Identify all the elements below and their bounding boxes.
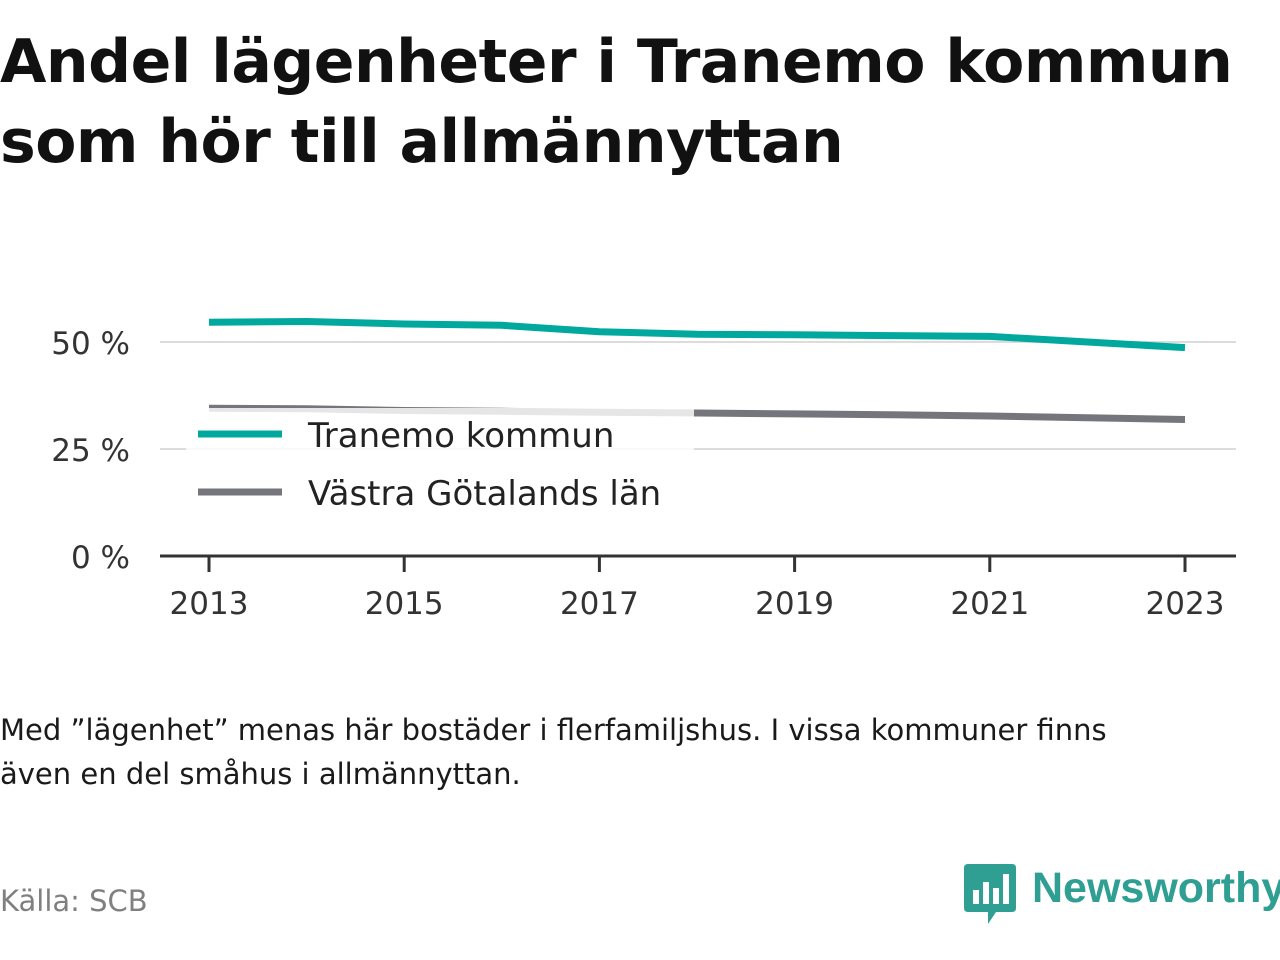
title-line-1: Andel lägenheter i Tranemo kommun [0,27,1233,97]
footnote-line-1: Med ”lägenhet” menas här bostäder i fler… [0,713,1107,747]
y-tick-label: 50 % [51,326,130,362]
legend-label-vastra-gotaland: Västra Götalands län [308,474,661,514]
y-tick-label: 25 % [51,433,130,469]
newsworthy-logo-icon [964,864,1016,924]
chart-title: Andel lägenheter i Tranemo kommun som hö… [0,22,1280,182]
x-tick-label: 2019 [755,586,834,622]
y-axis-ticks: 0 % 25 % 50 % [51,326,130,576]
x-tick-label: 2017 [560,586,639,622]
series-lines [208,318,1186,423]
x-tick-label: 2013 [170,586,249,622]
x-axis-ticks: 2013 2015 2017 2019 2021 2023 [170,556,1225,622]
x-tick-label: 2023 [1146,586,1225,622]
footnote: Med ”lägenhet” menas här bostäder i fler… [0,708,1270,796]
legend-label-tranemo: Tranemo kommun [307,416,614,456]
legend-background [186,408,694,450]
newsworthy-logo: Newsworthy [964,862,1280,932]
line-chart: 0 % 25 % 50 % 2013 2015 2017 2019 2021 2023 Tra… [51,318,1236,622]
x-tick-label: 2021 [950,586,1029,622]
series-line [208,318,1186,352]
newsworthy-logo-text: Newsworthy [1032,864,1280,912]
source-label: Källa: SCB [0,884,148,918]
footnote-line-2: även en del småhus i allmännyttan. [0,757,521,791]
title-line-2: som hör till allmännyttan [0,107,844,177]
legend: Tranemo kommun Västra Götalands län [186,408,694,514]
y-tick-label: 0 % [71,540,130,576]
x-tick-label: 2015 [365,586,444,622]
